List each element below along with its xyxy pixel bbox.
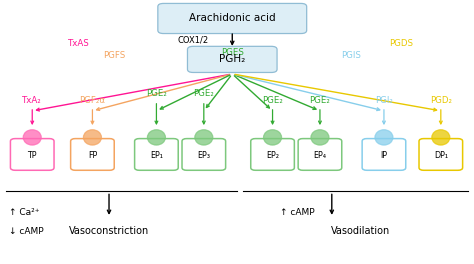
FancyBboxPatch shape xyxy=(71,139,114,170)
Text: IP: IP xyxy=(381,151,387,160)
FancyBboxPatch shape xyxy=(419,139,463,170)
Ellipse shape xyxy=(311,130,329,145)
Ellipse shape xyxy=(147,130,165,145)
FancyBboxPatch shape xyxy=(187,46,277,72)
FancyBboxPatch shape xyxy=(182,139,226,170)
Text: FP: FP xyxy=(88,151,97,160)
Text: Arachidonic acid: Arachidonic acid xyxy=(189,13,275,23)
FancyBboxPatch shape xyxy=(158,3,307,34)
Text: PGE₂: PGE₂ xyxy=(193,89,214,98)
FancyBboxPatch shape xyxy=(251,139,294,170)
Ellipse shape xyxy=(375,130,393,145)
Text: COX1/2: COX1/2 xyxy=(177,35,209,44)
Text: TxA₂: TxA₂ xyxy=(22,96,42,105)
Text: TP: TP xyxy=(27,151,37,160)
Text: TxAS: TxAS xyxy=(68,39,90,48)
Text: Vasoconstriction: Vasoconstriction xyxy=(69,226,149,236)
Text: PGFS: PGFS xyxy=(103,51,126,60)
Text: PGE₂: PGE₂ xyxy=(310,96,330,105)
Text: PGE₂: PGE₂ xyxy=(262,96,283,105)
Text: Vasodilation: Vasodilation xyxy=(331,226,390,236)
Ellipse shape xyxy=(432,130,450,145)
Text: PGD₂: PGD₂ xyxy=(430,96,452,105)
Text: PGE₂: PGE₂ xyxy=(146,89,167,98)
Text: EP₃: EP₃ xyxy=(197,151,210,160)
Text: ↑ Ca²⁺: ↑ Ca²⁺ xyxy=(9,208,39,217)
Text: EP₂: EP₂ xyxy=(266,151,279,160)
Text: EP₄: EP₄ xyxy=(313,151,327,160)
FancyBboxPatch shape xyxy=(298,139,342,170)
Ellipse shape xyxy=(83,130,101,145)
Text: PGDS: PGDS xyxy=(389,39,413,48)
Ellipse shape xyxy=(195,130,213,145)
Text: PGIS: PGIS xyxy=(341,51,361,60)
Text: PGF₂α: PGF₂α xyxy=(79,96,106,105)
FancyBboxPatch shape xyxy=(135,139,178,170)
Text: PGH₂: PGH₂ xyxy=(219,54,246,64)
FancyBboxPatch shape xyxy=(10,139,54,170)
Text: EP₁: EP₁ xyxy=(150,151,163,160)
Text: DP₁: DP₁ xyxy=(434,151,448,160)
Text: ↑ cAMP: ↑ cAMP xyxy=(280,208,314,217)
FancyBboxPatch shape xyxy=(362,139,406,170)
Text: ↓ cAMP: ↓ cAMP xyxy=(9,227,43,235)
Text: PGES: PGES xyxy=(221,48,244,57)
Ellipse shape xyxy=(23,130,41,145)
Text: PGI₂: PGI₂ xyxy=(375,96,393,105)
Ellipse shape xyxy=(264,130,282,145)
